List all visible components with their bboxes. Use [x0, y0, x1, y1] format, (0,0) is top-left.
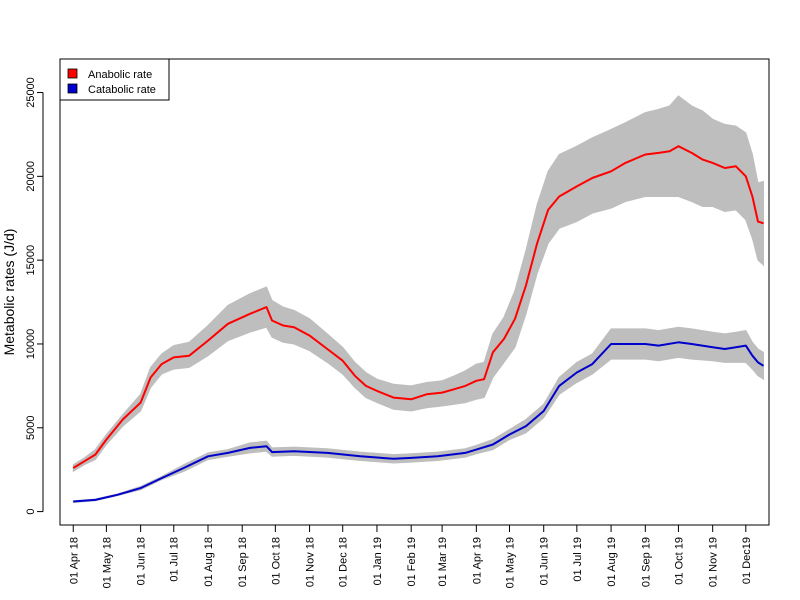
x-tick-label: 01 Jan 19: [372, 537, 384, 585]
x-tick-label: 01 Jul 19: [572, 537, 584, 582]
plot-frame: [59, 58, 770, 526]
legend-label: Catabolic rate: [88, 84, 156, 96]
confidence-bands: [72, 95, 764, 503]
legend-swatch: [67, 83, 78, 94]
band-anabolic: [72, 95, 764, 473]
y-tick-label: 0: [25, 509, 37, 515]
legend-swatch: [67, 68, 78, 79]
x-tick-label: 01 Aug 19: [606, 537, 618, 587]
band-catabolic: [72, 326, 764, 503]
x-tick-label: 01 Mar 19: [437, 537, 449, 587]
x-tick-label: 01 Aug 18: [203, 537, 215, 587]
x-tick-label: 01 Sep 18: [237, 537, 249, 587]
y-axis: 0 5000 10000 15000 20000 25000: [25, 77, 44, 515]
y-tick-label: 15000: [25, 245, 37, 276]
x-tick-label: 01 Jul 18: [169, 537, 181, 582]
x-tick-label: 01 Jun 19: [539, 537, 551, 585]
legend-label: Anabolic rate: [88, 69, 152, 81]
series-lines: [72, 145, 765, 503]
x-tick-label: 01 Nov 18: [305, 537, 317, 587]
x-tick-label: 01 Apr 18: [68, 537, 80, 584]
legend: Anabolic rate Catabolic rate: [59, 58, 170, 101]
x-tick-label: 01 Oct 18: [270, 537, 282, 585]
y-tick-label: 5000: [25, 416, 37, 440]
x-axis: 01 Apr 18 01 May 18 01 Jun 18 01 Jul 18 01 A…: [68, 524, 753, 588]
x-tick-label: 01 Nov 19: [708, 537, 720, 587]
x-tick-label: 01 Feb 19: [406, 537, 418, 587]
x-tick-label: 01 Jun 18: [136, 537, 148, 585]
x-tick-label: 01 Sep 19: [640, 537, 652, 587]
y-axis-title: Metabolic rates (J/d): [1, 229, 17, 356]
x-tick-label: 01 May 19: [505, 537, 517, 588]
series-line-catabolic: [73, 341, 765, 503]
x-tick-label: 01 Dec 18: [338, 537, 350, 587]
legend-box: [59, 58, 170, 101]
y-tick-label: 20000: [25, 161, 37, 192]
y-tick-label: 10000: [25, 329, 37, 360]
series-line-anabolic: [72, 145, 764, 469]
x-tick-label: 01 Dec19: [741, 537, 753, 584]
x-tick-label: 01 Apr 19: [471, 537, 483, 584]
y-tick-label: 25000: [25, 77, 37, 108]
x-tick-label: 01 Oct 19: [673, 537, 685, 585]
x-tick-label: 01 May 18: [101, 537, 113, 588]
